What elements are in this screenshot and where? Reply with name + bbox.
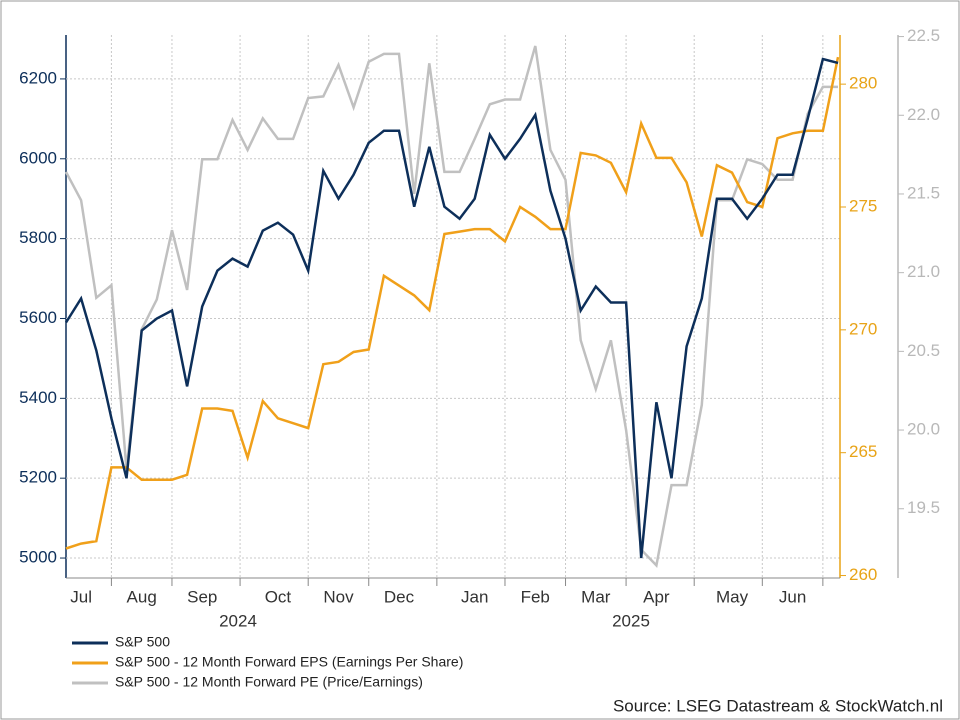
y-tick-label: 5400: [19, 388, 57, 407]
y-tick-label: 6000: [19, 148, 57, 167]
y-tick-label: 20.5: [907, 341, 940, 360]
legend-label: S&P 500 - 12 Month Forward PE (Price/Ear…: [115, 674, 423, 690]
y-tick-label: 22.5: [907, 26, 940, 45]
y-tick-label: 22.0: [907, 105, 940, 124]
y-tick-label: 265: [849, 442, 877, 461]
x-tick-label: Dec: [384, 587, 415, 606]
y-tick-label: 260: [849, 565, 877, 584]
source: Source: LSEG Datastream & StockWatch.nl: [613, 696, 943, 715]
y-tick-label: 5800: [19, 228, 57, 247]
x-tick-label: Jan: [461, 587, 488, 606]
series-line: [64, 45, 838, 569]
y-tick-label: 280: [849, 74, 877, 93]
y-tick-label: 20.0: [907, 420, 940, 439]
year-label: 2024: [219, 611, 257, 630]
y-tick-label: 5600: [19, 308, 57, 327]
x-tick-label: Jul: [70, 587, 92, 606]
legend-label: S&P 500 - 12 Month Forward EPS (Earnings…: [115, 654, 463, 670]
x-tick-label: Nov: [323, 587, 354, 606]
y-tick-label: 5200: [19, 468, 57, 487]
y-tick-label: 19.5: [907, 498, 940, 517]
y-tick-label: 6200: [19, 68, 57, 87]
x-tick-label: Mar: [581, 587, 611, 606]
legend-label: S&P 500: [115, 634, 170, 650]
x-tick-label: Sep: [187, 587, 217, 606]
x-tick-label: Aug: [127, 587, 157, 606]
x-tick-label: Jun: [779, 587, 806, 606]
y-tick-label: 5000: [19, 548, 57, 567]
y-tick-label: 275: [849, 196, 877, 215]
series-line: [64, 57, 839, 559]
y-tick-label: 270: [849, 319, 877, 338]
series-line: [65, 56, 840, 550]
x-tick-label: May: [716, 587, 749, 606]
x-tick-label: Oct: [265, 587, 292, 606]
y-tick-label: 21.0: [907, 262, 940, 281]
x-tick-label: Apr: [643, 587, 670, 606]
year-label: 2025: [612, 611, 650, 630]
x-tick-label: Feb: [521, 587, 550, 606]
y-tick-label: 21.5: [907, 183, 940, 202]
